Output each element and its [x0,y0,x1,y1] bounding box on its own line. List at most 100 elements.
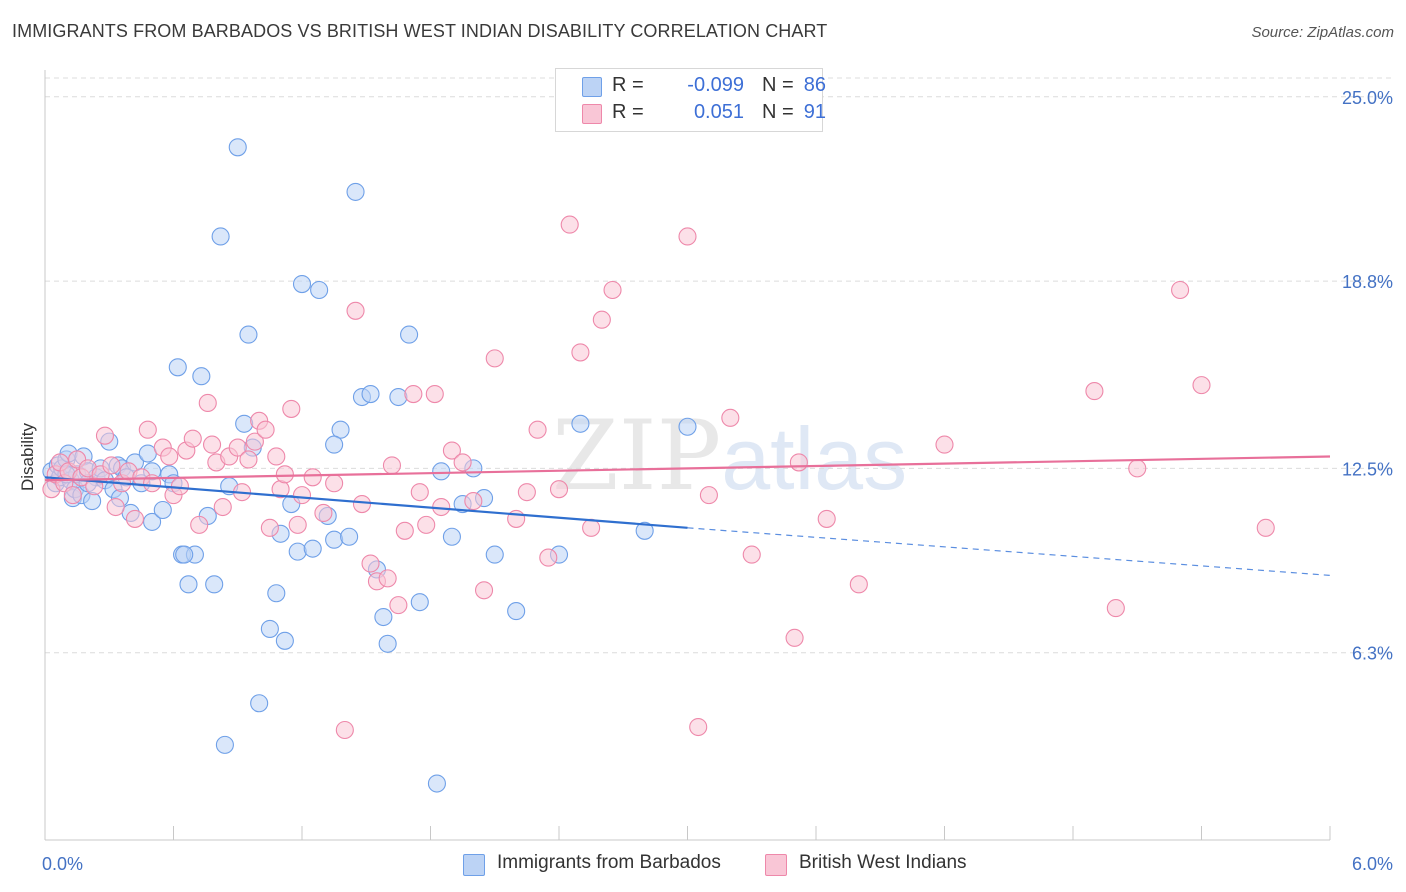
data-point [346,182,365,201]
data-point [190,515,209,534]
trend-line-barbados [44,476,688,529]
data-point [1256,518,1275,537]
legend-label-barbados: Immigrants from Barbados [497,852,721,873]
data-point [817,509,836,528]
legend-n-label: N = [762,101,794,123]
data-point [205,575,224,594]
data-point [453,453,472,472]
data-point [539,548,558,567]
data-point [571,414,590,433]
data-point [153,500,172,520]
legend-r-value: 0.051 [693,101,744,123]
data-point [288,515,307,534]
series-legend: Immigrants from Barbados British West In… [0,852,1406,878]
trend-line-barbados-projection [687,527,1331,577]
data-point [239,450,258,469]
data-point [1192,376,1211,395]
data-point [507,602,526,621]
data-point [474,581,494,600]
data-point [138,420,157,439]
data-point [288,542,307,561]
legend-r-label: R = [612,101,644,123]
data-point [678,417,697,436]
data-point [213,497,232,517]
data-point [517,483,536,502]
data-point [192,367,211,386]
data-point [382,456,402,475]
data-point [389,387,408,407]
x-tick-label: 0.0% [42,854,83,874]
data-point [361,385,380,404]
data-point [267,584,286,603]
y-tick-label: 25.0% [1342,88,1393,108]
data-point [260,518,279,537]
data-point [635,521,654,540]
data-point [183,429,202,448]
data-point [325,474,344,493]
data-point [102,456,121,475]
y-tick-label: 18.8% [1342,272,1393,292]
data-point [935,435,954,454]
data-point [160,447,179,466]
legend-label-bwi: British West Indians [799,852,967,873]
data-point [410,593,429,612]
legend-r-label: R = [612,74,644,96]
data-point [245,432,264,451]
data-point [485,349,504,368]
data-point [389,596,408,615]
data-point [346,301,365,320]
data-point [170,477,189,496]
data-point [310,280,329,300]
data-point [410,483,429,502]
data-point [63,486,82,505]
axes [44,70,1331,841]
watermark: ZIPatlas [552,400,907,512]
tick-labels: 6.3% 12.5% 18.8% 25.0% 0.0% 6.0% Disability [18,88,1393,874]
data-point [175,545,194,564]
data-point [395,521,414,540]
data-point [198,393,217,413]
data-point [267,447,286,466]
data-point [275,631,294,650]
data-point [425,385,444,404]
data-point [352,495,372,514]
stats-legend: R = -0.099 N = 86 R = 0.051 N = 91 [555,68,826,132]
data-point [235,414,254,433]
trend-lines [44,455,1331,577]
data-point [361,554,380,573]
data-point [378,569,397,588]
data-point [179,575,198,594]
y-tick-label: 6.3% [1352,644,1393,664]
data-point [432,462,451,481]
data-point [464,492,483,511]
legend-swatch-barbados [582,77,602,97]
data-point [378,634,397,653]
data-point [582,518,601,537]
data-point [699,486,718,505]
data-point [260,619,279,638]
legend-swatch-bwi [582,104,602,124]
data-point [314,503,333,523]
data-point [592,310,611,329]
data-point [292,275,312,294]
chart-title: IMMIGRANTS FROM BARBADOS VS BRITISH WEST… [12,21,828,41]
data-point [1128,459,1147,478]
data-point [275,465,294,484]
data-point [335,720,354,740]
data-point [442,527,461,546]
data-point [215,735,234,754]
legend-r-value: -0.099 [687,74,744,96]
data-point [404,385,423,404]
x-tick-label: 6.0% [1352,854,1393,874]
gridlines [45,77,1392,654]
data-point [303,468,322,487]
data-point [228,138,247,157]
data-point [1085,382,1104,401]
data-point [239,325,258,344]
data-point [325,435,344,454]
data-point [203,435,222,454]
legend-n-value: 86 [803,74,826,96]
data-point [560,215,579,234]
data-point [528,420,547,439]
